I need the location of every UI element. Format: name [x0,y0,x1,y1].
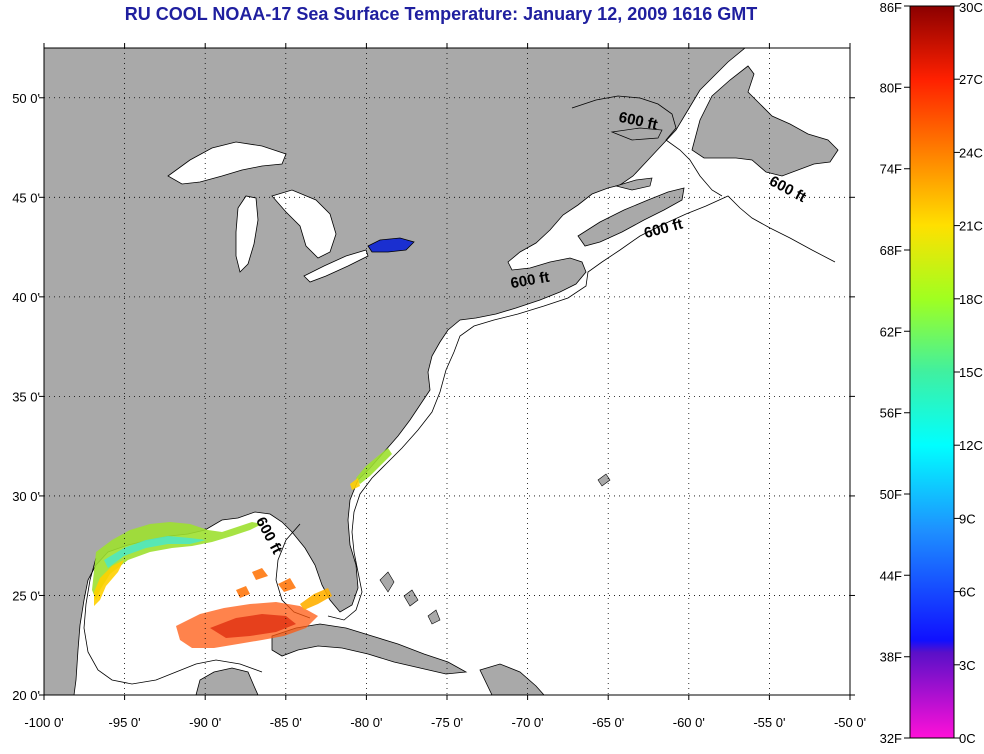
lat-tick-label: 35 0' [12,389,40,404]
sst-gulf-coast-band [92,522,262,600]
lon-tick-label: -100 0' [24,715,63,730]
great-lakes [167,141,415,283]
sst-gulf-coast-inner [104,536,206,568]
lon-tick-label: -80 0' [350,715,382,730]
colorbar-label-f: 80F [880,80,902,95]
sst-carolina-warm [350,478,360,490]
lon-tick-label: -85 0' [270,715,302,730]
lon-tick-label: -70 0' [512,715,544,730]
lake-huron [271,189,337,259]
colorbar: 86F 80F 74F 68F 62F 56F 50F 44F 38F 32F 30C 27C 24C… [880,0,983,746]
axis-tick-labels: -100 0' -95 0' -90 0' -85 0' -80 0' -75 0' -70… [12,91,866,730]
lon-tick-label: -50 0' [834,715,866,730]
lon-tick-label: -75 0' [431,715,463,730]
colorbar-label-c: 27C [959,72,983,87]
lake-ontario [367,237,415,253]
lat-tick-label: 45 0' [12,190,40,205]
colorbar-label-f: 86F [880,0,902,15]
lake-erie [303,249,369,283]
colorbar-label-c: 6C [959,585,976,600]
lon-tick-label: -95 0' [109,715,141,730]
colorbar-label-c: 21C [959,219,983,234]
colorbar-label-c: 0C [959,731,976,746]
colorbar-label-c: 3C [959,658,976,673]
colorbar-celsius-labels: 30C 27C 24C 21C 18C 15C 12C 9C 6C 3C 0C [954,0,983,746]
lat-tick-label: 20 0' [12,688,40,703]
colorbar-label-f: 74F [880,162,902,177]
colorbar-label-c: 18C [959,292,983,307]
lon-tick-label: -65 0' [592,715,624,730]
axis-ticks [39,43,855,700]
bahamas-land [379,473,611,625]
pei-land [614,177,653,191]
sst-gulf-coast-warm [94,560,124,606]
colorbar-label-f: 62F [880,324,902,339]
newfoundland-land [691,65,839,177]
lake-michigan [235,195,259,273]
colorbar-label-f: 44F [880,568,902,583]
colorbar-label-c: 24C [959,145,983,160]
sst-carolina-strip [356,448,392,484]
colorbar-label-c: 15C [959,365,983,380]
lake-superior [167,141,287,185]
yucatan-land [195,667,259,695]
lat-tick-label: 30 0' [12,489,40,504]
colorbar-strip [909,5,955,739]
colorbar-label-f: 56F [880,406,902,421]
lon-tick-label: -90 0' [189,715,221,730]
colorbar-label-f: 38F [880,650,902,665]
map-title: RU COOL NOAA-17 Sea Surface Temperature:… [124,4,758,24]
hispaniola-land [479,663,545,695]
anticosti-land [610,127,663,141]
colorbar-label-f: 50F [880,487,902,502]
lon-tick-label: -60 0' [673,715,705,730]
colorbar-label-c: 12C [959,438,983,453]
sst-data [92,448,392,648]
cuba-land [271,623,468,675]
sst-florida-warm [300,588,332,610]
lat-tick-label: 25 0' [12,588,40,603]
lat-tick-label: 50 0' [12,91,40,106]
map-plot[interactable] [44,48,850,695]
colorbar-label-f: 32F [880,731,902,746]
nova-scotia-land [577,187,685,247]
colorbar-label-c: 9C [959,511,976,526]
lon-tick-label: -55 0' [753,715,785,730]
colorbar-label-f: 68F [880,243,902,258]
colorbar-label-c: 30C [959,0,983,15]
sst-gulf-central-core [210,614,296,638]
isobath-600ft-label: 600 ft [509,269,551,293]
colorbar-fahrenheit-labels: 86F 80F 74F 68F 62F 56F 50F 44F 38F 32F [880,0,910,746]
sst-gulf-scatter [236,568,296,598]
lat-tick-label: 40 0' [12,290,40,305]
